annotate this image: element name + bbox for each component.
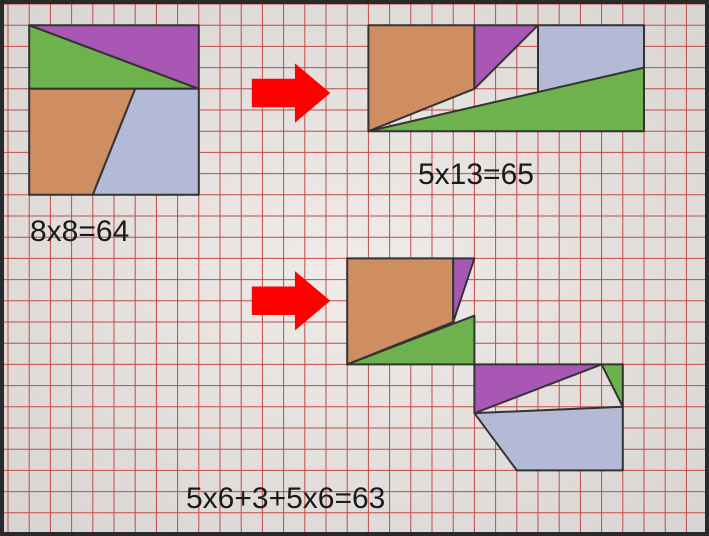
label-square: 8x8=64	[30, 215, 129, 249]
square-figure	[29, 25, 199, 195]
diagram-canvas	[0, 0, 709, 536]
label-rect: 5x13=65	[418, 158, 534, 192]
label-zigzag: 5x6+3+5x6=63	[186, 482, 385, 516]
